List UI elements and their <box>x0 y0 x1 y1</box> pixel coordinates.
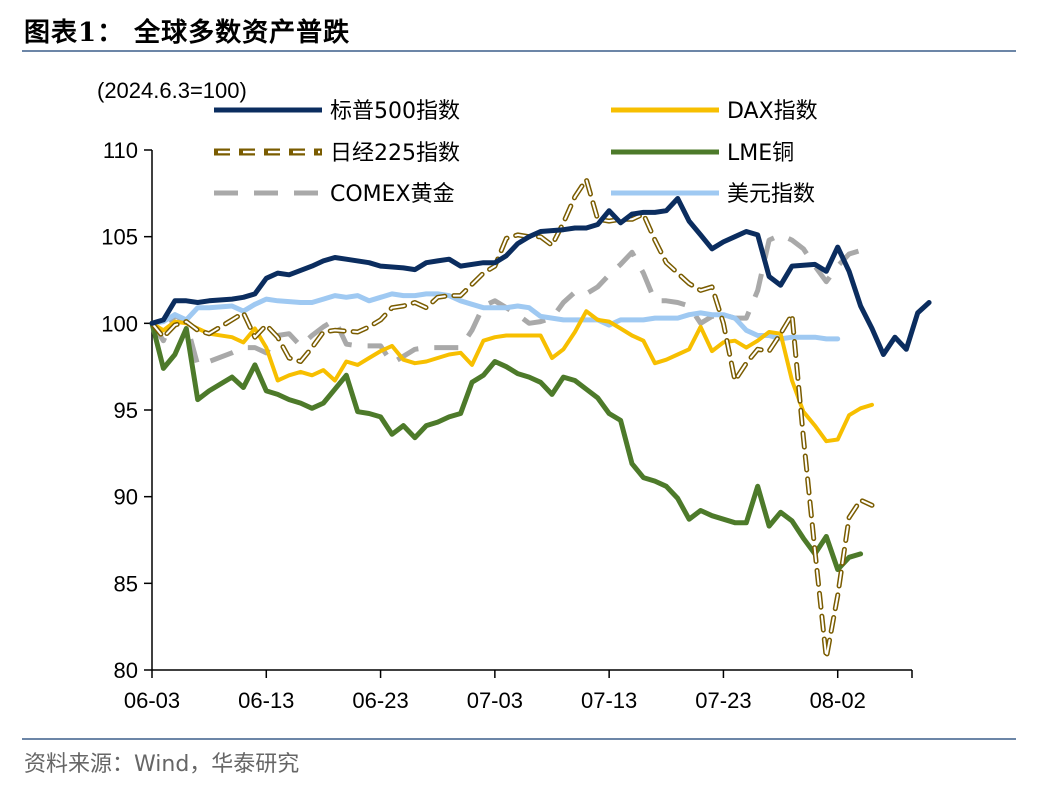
x-tick-label: 06-13 <box>238 688 294 713</box>
y-tick-label: 80 <box>114 658 138 683</box>
legend-label: 标普500指数 <box>330 99 460 124</box>
source-divider <box>22 738 1016 740</box>
legend-item: COMEX黄金 <box>214 182 455 207</box>
chart-axes: 80 85 90 95 100 105 110 06-03 06-13 06-23 07-03 07-… <box>101 138 913 713</box>
series-line <box>149 232 862 368</box>
legend-label: COMEX黄金 <box>330 182 455 207</box>
base-note-label: (2024.6.3=100) <box>97 78 247 103</box>
legend-label: DAX指数 <box>727 99 818 124</box>
series-line <box>149 196 932 357</box>
x-tick-label: 06-03 <box>124 688 180 713</box>
y-tick-label: 110 <box>103 138 138 163</box>
source-note: 资料来源：Wind，华泰研究 <box>24 752 300 777</box>
series-line <box>149 291 841 342</box>
x-tick-label: 08-02 <box>810 688 866 713</box>
legend-item: LME铜 <box>611 141 794 166</box>
series-layer <box>149 177 932 661</box>
y-tick-label: 100 <box>101 311 138 336</box>
legend-label: LME铜 <box>727 141 794 166</box>
legend-item: 美元指数 <box>611 182 815 207</box>
y-tick-label: 90 <box>114 485 138 510</box>
x-tick-label: 06-23 <box>352 688 408 713</box>
series-line <box>150 309 874 444</box>
x-tick-label: 07-23 <box>695 688 751 713</box>
legend-label: 日经225指数 <box>330 141 460 166</box>
title-divider <box>22 50 1016 52</box>
x-tick-label: 07-13 <box>581 688 637 713</box>
figure-title: 图表1： 全球多数资产普跌 <box>24 18 351 48</box>
x-tick-label: 07-03 <box>467 688 523 713</box>
legend-label: 美元指数 <box>727 182 815 207</box>
y-tick-label: 95 <box>114 398 138 423</box>
y-tick-label: 105 <box>101 225 138 250</box>
legend-item: DAX指数 <box>611 99 818 124</box>
y-tick-label: 85 <box>114 571 138 596</box>
legend-item: 标普500指数 <box>214 99 460 124</box>
legend-item: 日经225指数 <box>214 141 460 166</box>
series-line <box>149 320 864 572</box>
